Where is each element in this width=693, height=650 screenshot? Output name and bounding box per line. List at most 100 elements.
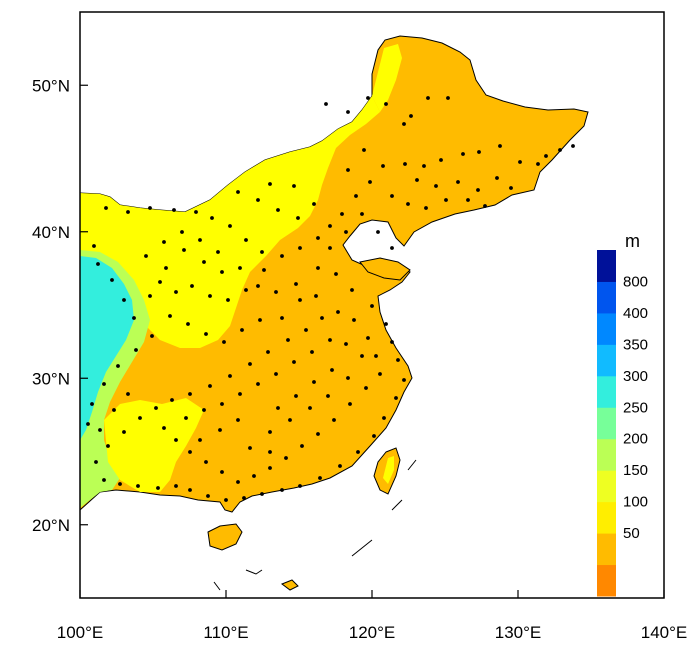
station-dot — [310, 350, 314, 354]
station-dot — [94, 460, 98, 464]
station-dot — [376, 230, 380, 234]
station-dot — [316, 266, 320, 270]
station-dot — [268, 182, 272, 186]
station-dot — [188, 450, 192, 454]
station-dot — [126, 392, 130, 396]
station-dot — [102, 382, 106, 386]
station-dot — [338, 464, 342, 468]
elevation-colorbar: 50 100 150 200 250 300 350 400 800 m — [597, 231, 648, 597]
station-dot — [236, 190, 240, 194]
station-dot — [483, 204, 487, 208]
colorbar-swatch — [597, 470, 616, 503]
station-dot — [134, 348, 138, 352]
station-dot — [280, 488, 284, 492]
station-dot — [312, 202, 316, 206]
station-dot — [298, 298, 302, 302]
station-dot — [258, 318, 262, 322]
station-dot — [204, 460, 208, 464]
station-dot — [110, 278, 114, 282]
station-dot — [208, 294, 212, 298]
colorbar-swatch — [597, 533, 616, 566]
station-dot — [372, 434, 376, 438]
station-dot — [122, 298, 126, 302]
station-dot — [148, 206, 152, 210]
colorbar-label: 250 — [623, 399, 648, 416]
station-dot — [544, 154, 548, 158]
station-dot — [182, 248, 186, 252]
station-dot — [198, 438, 202, 442]
colorbar-label: 400 — [623, 305, 648, 322]
station-dot — [320, 316, 324, 320]
station-dot — [86, 422, 90, 426]
station-dot — [298, 484, 302, 488]
station-dot — [184, 416, 188, 420]
station-dot — [248, 446, 252, 450]
small-island — [280, 579, 299, 591]
station-dot — [244, 288, 248, 292]
station-dot — [477, 150, 481, 154]
station-dot — [242, 496, 246, 500]
station-dot — [220, 402, 224, 406]
station-dot — [126, 210, 130, 214]
colorbar-label: 50 — [623, 525, 640, 542]
station-dot — [446, 96, 450, 100]
x-tick-label: 120°E — [349, 623, 396, 642]
station-dot — [314, 294, 318, 298]
station-dot — [286, 338, 290, 342]
station-dot — [226, 298, 230, 302]
station-dot — [96, 262, 100, 266]
station-dot — [280, 316, 284, 320]
colorbar-swatch — [597, 564, 616, 597]
station-dot — [238, 266, 242, 270]
station-dot — [424, 206, 428, 210]
station-dot — [194, 210, 198, 214]
station-dot — [172, 208, 176, 212]
station-dot — [168, 314, 172, 318]
station-dot — [476, 188, 480, 192]
colorbar-unit: m — [625, 231, 640, 251]
station-dot — [188, 392, 192, 396]
station-dot — [106, 444, 110, 448]
colorbar-label: 100 — [623, 494, 648, 511]
station-dot — [268, 450, 272, 454]
station-dot — [330, 368, 334, 372]
hainan-island — [207, 523, 243, 551]
station-dot — [498, 144, 502, 148]
station-dot — [220, 270, 224, 274]
station-dot — [118, 482, 122, 486]
station-dot — [381, 164, 385, 168]
station-dot — [260, 492, 264, 496]
station-dot — [374, 354, 378, 358]
station-dot — [356, 450, 360, 454]
station-dot — [352, 318, 356, 322]
station-dot — [332, 418, 336, 422]
station-dot — [248, 362, 252, 366]
station-dot — [415, 178, 419, 182]
colorbar-label: 350 — [623, 336, 648, 353]
northern-upland-zone — [80, 96, 380, 348]
colorbar-swatch — [597, 344, 616, 377]
station-dot — [274, 290, 278, 294]
map-axes: 100°E 110°E 120°E 130°E 140°E 20°N 30°N 40°N 50°… — [32, 76, 687, 642]
station-dot — [266, 350, 270, 354]
station-dot — [360, 212, 364, 216]
station-dot — [144, 254, 148, 258]
station-dot — [439, 158, 443, 162]
weather-stations — [86, 96, 575, 502]
station-dot — [509, 186, 513, 190]
station-dot — [336, 310, 340, 314]
station-dot — [256, 198, 260, 202]
station-dot — [288, 418, 292, 422]
station-dot — [198, 238, 202, 242]
station-dot — [224, 498, 228, 502]
station-dot — [382, 416, 386, 420]
station-dot — [422, 164, 426, 168]
station-dot — [396, 358, 400, 362]
station-dot — [360, 354, 364, 358]
station-dot — [154, 406, 158, 410]
station-dot — [218, 428, 222, 432]
station-dot — [162, 426, 166, 430]
station-dot — [206, 494, 210, 498]
shandong-peninsula — [359, 257, 411, 281]
station-dot — [164, 266, 168, 270]
